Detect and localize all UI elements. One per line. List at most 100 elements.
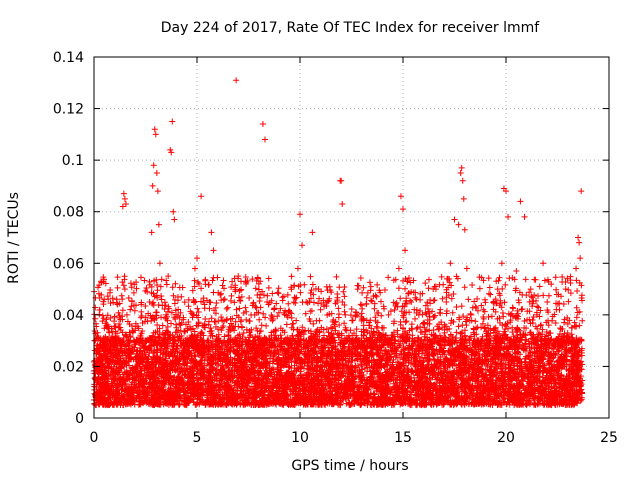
dense-data-point: [453, 334, 460, 341]
dense-data-point: [333, 273, 340, 280]
dense-data-point: [345, 359, 352, 366]
dense-data-point: [260, 356, 267, 363]
dense-data-point: [537, 307, 544, 314]
dense-data-point: [454, 275, 461, 282]
dense-data-point: [367, 297, 374, 304]
dense-data-point: [293, 294, 300, 301]
dense-data-point: [235, 294, 242, 301]
dense-data-point: [543, 328, 550, 335]
dense-data-point: [215, 318, 222, 325]
dense-data-point: [220, 277, 227, 284]
dense-data-point: [440, 281, 447, 288]
dense-data-point: [317, 306, 324, 313]
dense-data-point: [348, 305, 355, 312]
dense-data-point: [131, 327, 138, 334]
dense-data-point: [485, 275, 492, 282]
dense-data-point: [574, 287, 581, 294]
dense-data-point: [335, 305, 342, 312]
dense-data-point: [453, 304, 460, 311]
dense-data-point: [255, 286, 262, 293]
dense-data-point: [206, 305, 213, 312]
dense-data-point: [402, 319, 409, 326]
dense-data-point: [553, 291, 560, 298]
dense-data-point: [209, 277, 216, 284]
dense-data-point: [224, 316, 231, 323]
dense-data-point: [403, 318, 410, 325]
dense-data-point: [175, 372, 182, 379]
dense-data-point: [104, 312, 111, 319]
dense-data-point: [537, 321, 544, 328]
dense-data-point: [193, 322, 200, 329]
dense-data-point: [486, 290, 493, 297]
dense-data-point: [243, 316, 250, 323]
dense-data-point: [472, 303, 479, 310]
dense-data-point: [402, 285, 409, 292]
dense-data-point: [252, 303, 259, 310]
dense-data-point: [341, 320, 348, 327]
dense-data-point: [406, 327, 413, 334]
dense-data-point: [254, 292, 261, 299]
dense-data-point: [578, 292, 585, 299]
dense-data-point: [535, 304, 542, 311]
dense-data-point: [307, 290, 314, 297]
dense-data-point: [211, 318, 218, 325]
dense-data-point: [422, 280, 429, 287]
dense-data-point: [449, 309, 456, 316]
dense-data-point: [343, 327, 350, 334]
dense-data-point: [212, 310, 219, 317]
dense-data-point: [265, 275, 272, 282]
dense-data-point: [169, 284, 176, 291]
dense-data-point: [363, 294, 370, 301]
dense-data-point: [460, 313, 467, 320]
dense-data-point: [195, 319, 202, 326]
dense-data-point: [172, 280, 179, 287]
dense-data-point: [568, 331, 575, 338]
dense-data-point: [291, 282, 298, 289]
dense-data-point: [212, 304, 219, 311]
dense-data-point: [128, 303, 135, 310]
dense-data-point: [359, 366, 366, 373]
dense-data-point: [573, 277, 580, 284]
dense-data-point: [403, 300, 410, 307]
dense-data-point: [417, 307, 424, 314]
dense-data-point: [486, 284, 493, 291]
dense-data-point: [528, 293, 535, 300]
dense-data-point: [163, 277, 170, 284]
dense-data-point: [109, 328, 116, 335]
dense-data-point: [159, 322, 166, 329]
dense-data-point: [249, 276, 256, 283]
dense-data-point: [418, 329, 425, 336]
dense-data-point: [202, 316, 209, 323]
dense-data-point: [292, 299, 299, 306]
dense-data-point: [558, 293, 565, 300]
dense-data-point: [236, 305, 243, 312]
dense-data-point: [472, 318, 479, 325]
dense-data-point: [302, 310, 309, 317]
dense-data-point: [488, 313, 495, 320]
dense-data-point: [385, 274, 392, 281]
dense-data-point: [357, 275, 364, 282]
dense-data-point: [283, 321, 290, 328]
dense-data-point: [307, 295, 314, 302]
dense-data-point: [578, 358, 585, 365]
dense-data-point: [210, 365, 217, 372]
dense-data-point: [471, 298, 478, 305]
dense-data-point: [427, 300, 434, 307]
dense-data-point: [422, 302, 429, 309]
dense-data-point: [258, 322, 265, 329]
dense-data-point: [142, 303, 149, 310]
dense-data-point: [238, 323, 245, 330]
dense-data-point: [114, 301, 121, 308]
dense-data-point: [374, 310, 381, 317]
dense-data-point: [249, 302, 256, 309]
dense-data-point: [453, 329, 460, 336]
dense-data-point: [210, 289, 217, 296]
dense-data-point: [310, 320, 317, 327]
dense-data-point: [458, 303, 465, 310]
dense-data-point: [395, 338, 402, 345]
dense-data-point: [285, 300, 292, 307]
dense-data-point: [168, 309, 175, 316]
dense-data-point: [280, 293, 287, 300]
dense-data-point: [92, 304, 99, 311]
dense-data-point: [378, 312, 385, 319]
